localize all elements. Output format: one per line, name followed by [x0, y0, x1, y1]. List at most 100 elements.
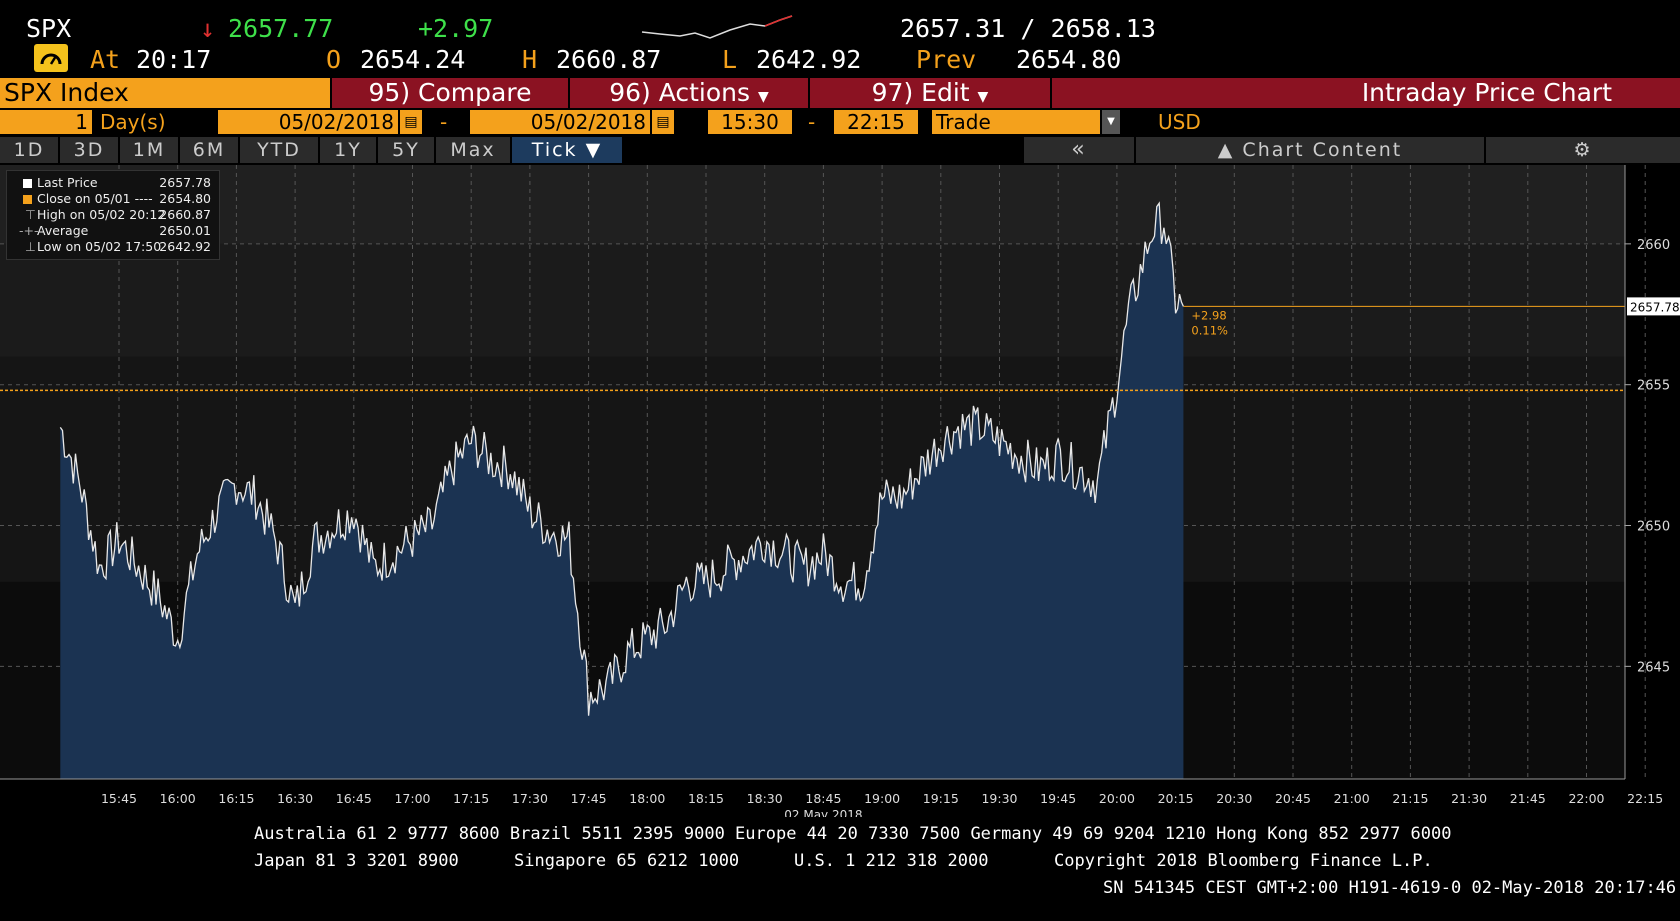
- footer-contacts: Australia 61 2 9777 8600 Brazil 5511 239…: [254, 824, 1452, 844]
- x-tick-label: 18:45: [805, 791, 841, 806]
- prev-label: Prev: [916, 45, 977, 74]
- x-tick-label: 21:30: [1451, 791, 1487, 806]
- chart-icon: ▲: [1217, 139, 1235, 161]
- legend-value: 2650.01: [159, 223, 211, 238]
- footer-us: U.S. 1 212 318 2000: [794, 851, 989, 871]
- legend-label: Close on 05/01 ----: [37, 191, 153, 206]
- legend-label: High on 05/02 20:12: [37, 207, 166, 222]
- x-tick-label: 20:45: [1275, 791, 1311, 806]
- low-value: 2642.92: [756, 45, 862, 74]
- tab-3d[interactable]: 3D: [60, 137, 118, 163]
- x-tick-label: 20:15: [1158, 791, 1194, 806]
- last-price-tag: [1627, 297, 1680, 316]
- legend-row-low: ⊥ Low on 05/02 17:50 2642.92: [7, 239, 219, 255]
- compare-button[interactable]: 95) Compare: [332, 78, 568, 108]
- end-date-input[interactable]: 05/02/2018: [470, 110, 650, 134]
- price-area: [60, 203, 1184, 779]
- legend-label: Last Price: [37, 175, 98, 190]
- high-value: 2660.87: [556, 45, 662, 74]
- tab-1d[interactable]: 1D: [0, 137, 58, 163]
- sparkline-icon: [641, 15, 793, 39]
- y-tick-label: 2655: [1637, 379, 1670, 394]
- chevron-down-icon: ▼: [977, 89, 989, 105]
- last-price: 2657.77: [228, 14, 334, 43]
- edit-button[interactable]: 97) Edit ▼: [810, 78, 1050, 108]
- footer-japan: Japan 81 3 3201 8900: [254, 851, 459, 871]
- legend-value: 2657.78: [159, 175, 211, 190]
- tab-6m[interactable]: 6M: [180, 137, 238, 163]
- value-band: [0, 165, 1625, 244]
- legend-swatch-white: [23, 179, 32, 188]
- x-tick-label: 22:00: [1568, 791, 1604, 806]
- down-arrow-icon: ↓: [200, 14, 216, 43]
- settings-icon[interactable]: ⚙: [1486, 137, 1680, 163]
- x-tick-label: 16:30: [277, 791, 313, 806]
- chevron-down-icon: ▼: [758, 89, 769, 105]
- chart-content-button[interactable]: ▲ Chart Content: [1136, 137, 1484, 163]
- open-label: O: [326, 45, 342, 74]
- legend-row-last: Last Price 2657.78: [7, 175, 219, 191]
- last-price-tag-label: 2657.78: [1630, 300, 1680, 314]
- period-count-input[interactable]: 1: [0, 110, 92, 134]
- collapse-icon[interactable]: «: [1024, 137, 1134, 163]
- low-label: L: [722, 45, 738, 74]
- legend-row-average: -+- Average 2650.01: [7, 223, 219, 239]
- y-tick-label: 2650: [1637, 520, 1670, 535]
- start-date-input[interactable]: 05/02/2018: [218, 110, 398, 134]
- low-marker-icon: ⊥: [25, 239, 36, 254]
- change-pct-annotation: 0.11%: [1191, 323, 1228, 337]
- time-dash: -: [808, 110, 816, 134]
- x-date-label: 02 May 2018: [784, 808, 862, 817]
- x-tick-label: 21:15: [1392, 791, 1428, 806]
- average-marker-icon: -+-: [19, 223, 39, 238]
- security-field[interactable]: SPX Index: [0, 78, 330, 108]
- high-marker-icon: ⊤: [25, 207, 36, 222]
- period-unit[interactable]: Day(s): [100, 110, 166, 134]
- currency[interactable]: USD: [1158, 110, 1201, 134]
- x-tick-label: 20:00: [1099, 791, 1135, 806]
- x-tick-label: 18:30: [747, 791, 783, 806]
- x-tick-label: 20:30: [1216, 791, 1252, 806]
- chart-legend[interactable]: Last Price 2657.78 Close on 05/01 ---- 2…: [6, 170, 220, 260]
- x-tick-label: 16:00: [160, 791, 196, 806]
- x-tick-label: 19:45: [1040, 791, 1076, 806]
- calendar-icon[interactable]: ▤: [652, 110, 674, 134]
- speedometer-icon[interactable]: [34, 44, 68, 72]
- open-value: 2654.24: [360, 45, 466, 74]
- legend-value: 2654.80: [159, 191, 211, 206]
- value-band: [0, 243, 1625, 357]
- start-time-input[interactable]: 15:30: [708, 110, 792, 134]
- footer-session: SN 541345 CEST GMT+2:00 H191-4619-0 02-M…: [1103, 878, 1677, 898]
- actions-label: 96) Actions: [609, 78, 751, 107]
- x-tick-label: 18:00: [629, 791, 665, 806]
- mode-select[interactable]: Trade: [932, 110, 1100, 134]
- date-dash: -: [440, 110, 448, 134]
- x-tick-label: 19:15: [923, 791, 959, 806]
- price-line: [59, 201, 1184, 716]
- legend-label: Low on 05/02 17:50: [37, 239, 162, 254]
- tab-5y[interactable]: 5Y: [378, 137, 434, 163]
- ticker: SPX: [26, 14, 72, 43]
- net-change: +2.97: [418, 14, 494, 43]
- price-chart[interactable]: +2.98 0.11% 2660 2655 2650 2645 15:45 16:00 1…: [0, 165, 1680, 817]
- tab-1m[interactable]: 1M: [120, 137, 178, 163]
- tab-tick[interactable]: Tick ▼: [512, 137, 622, 163]
- x-tick-label: 17:30: [512, 791, 548, 806]
- at-label: At: [90, 45, 121, 74]
- x-tick-label: 19:30: [981, 791, 1017, 806]
- x-tick-label: 19:00: [864, 791, 900, 806]
- change-annotation: +2.98: [1191, 308, 1226, 322]
- end-time-input[interactable]: 22:15: [834, 110, 918, 134]
- tab-1y[interactable]: 1Y: [320, 137, 376, 163]
- actions-button[interactable]: 96) Actions ▼: [570, 78, 808, 108]
- chevron-down-icon[interactable]: ▼: [1102, 110, 1120, 134]
- x-tick-label: 16:15: [218, 791, 254, 806]
- calendar-icon[interactable]: ▤: [400, 110, 422, 134]
- tab-max[interactable]: Max: [436, 137, 510, 163]
- legend-label: Average: [37, 223, 89, 238]
- prev-value: 2654.80: [1016, 45, 1122, 74]
- tab-ytd[interactable]: YTD: [240, 137, 318, 163]
- footer-copyright: Copyright 2018 Bloomberg Finance L.P.: [1054, 851, 1433, 871]
- y-tick-label: 2645: [1637, 660, 1670, 675]
- x-tick-label: 17:45: [571, 791, 607, 806]
